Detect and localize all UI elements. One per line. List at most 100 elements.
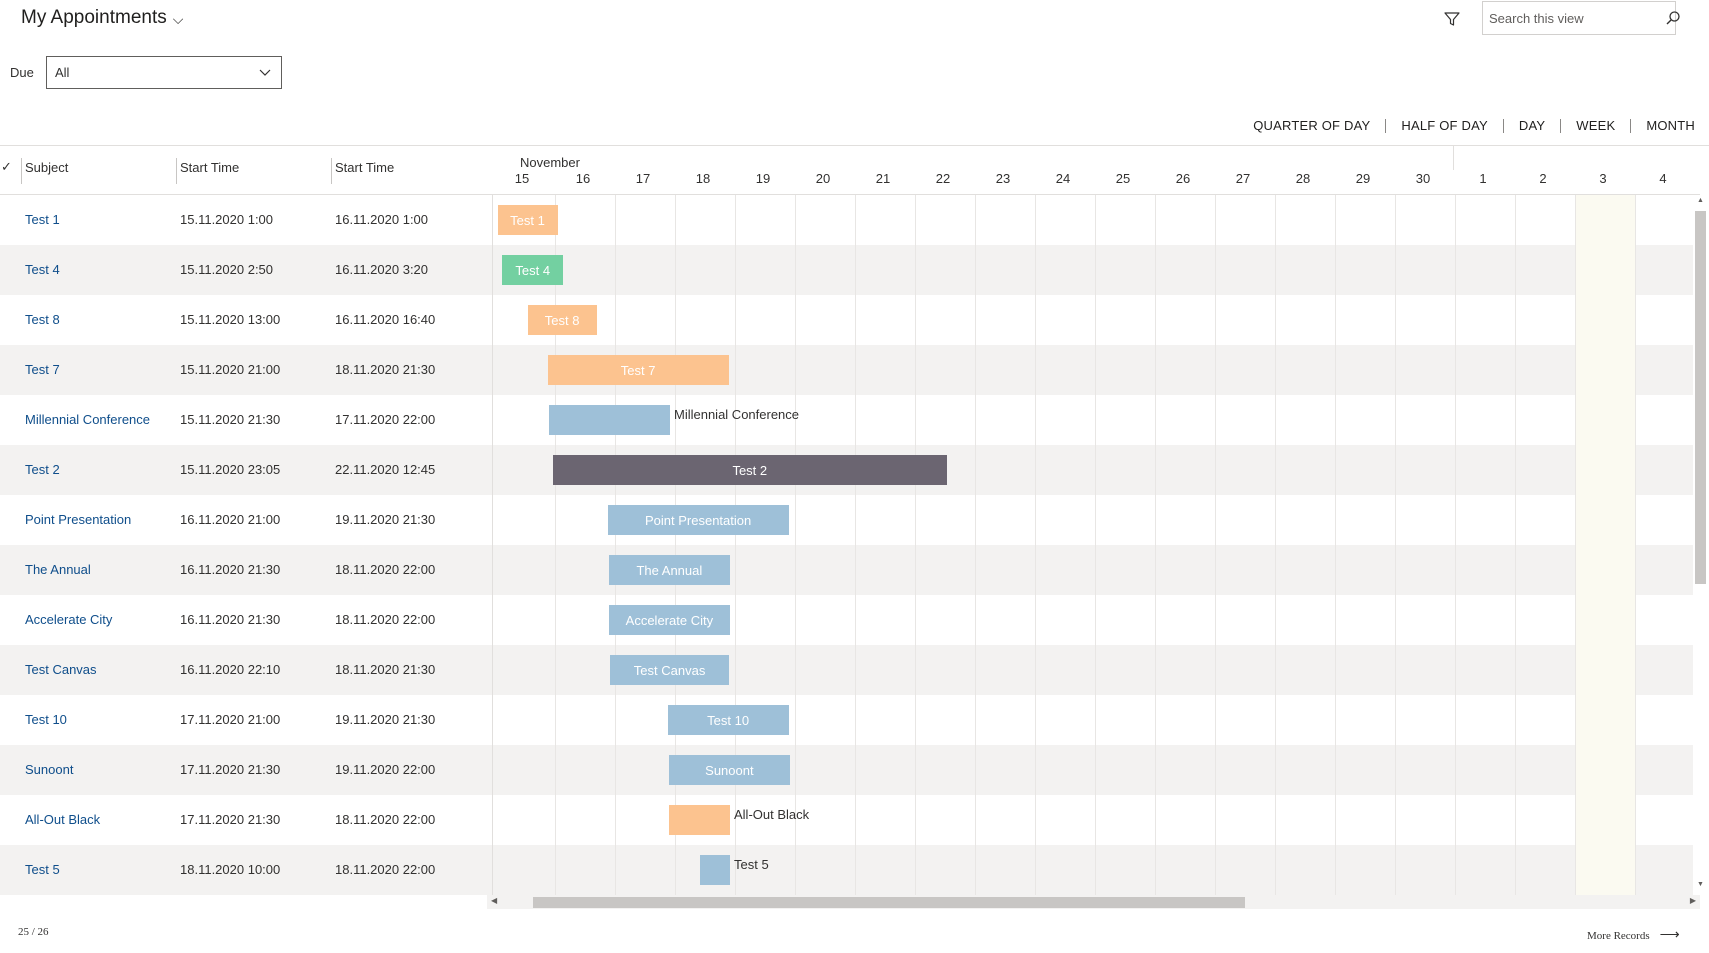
gantt-bar[interactable]: Point Presentation [607,505,789,535]
table-row[interactable]: Test 4 15.11.2020 2:50 16.11.2020 3:20 [0,245,1693,295]
gantt-bar-label: All-Out Black [734,807,810,822]
subject-link[interactable]: Test 10 [25,712,67,727]
timeline-day-label: 19 [755,171,771,186]
subject-link[interactable]: Test 5 [25,862,60,877]
day-gridline [1275,195,1276,895]
scroll-left-icon[interactable]: ◀ [491,896,498,905]
table-row[interactable]: Test 1 15.11.2020 1:00 16.11.2020 1:00 [0,195,1693,245]
table-row[interactable]: Point Presentation 16.11.2020 21:00 19.11.… [0,495,1693,545]
timeline-month-label: November [520,155,580,170]
chevron-down-icon: ⌵ [172,10,184,27]
start-time-cell: 15.11.2020 13:00 [180,312,281,327]
column-divider [331,158,332,184]
filter-icon[interactable] [1443,10,1461,28]
timeline-day-label: 22 [935,171,951,186]
header-bottom-divider [0,194,1700,195]
column-header-subject[interactable]: Subject [25,160,69,175]
gantt-bar[interactable]: Test Canvas [610,655,729,685]
day-gridline [915,195,916,895]
table-row[interactable]: Accelerate City 16.11.2020 21:30 18.11.202… [0,595,1693,645]
start-time-cell: 16.11.2020 21:30 [180,562,281,577]
timeline-day-label: 16 [575,171,591,186]
gantt-bar[interactable] [548,405,670,435]
end-time-cell: 16.11.2020 16:40 [335,312,436,327]
day-gridline [1335,195,1336,895]
subject-link[interactable]: Test 1 [25,212,60,227]
grid-gantt-divider [492,195,493,895]
subject-link[interactable]: Accelerate City [25,612,113,627]
table-row[interactable]: Test 8 15.11.2020 13:00 16.11.2020 16:40 [0,295,1693,345]
subject-link[interactable]: Sunoont [25,762,74,777]
gantt-bar[interactable] [668,805,730,835]
due-filter-label: Due [10,65,34,80]
gantt-bar[interactable]: The Annual [608,555,730,585]
scale-week[interactable]: WEEK [1576,118,1616,133]
subject-link[interactable]: Point Presentation [25,512,132,527]
scroll-down-icon[interactable]: ▼ [1697,881,1704,888]
vertical-scrollbar[interactable]: ▲ ▼ [1693,195,1709,895]
table-row[interactable]: Millennial Conference 15.11.2020 21:30 17.… [0,395,1693,445]
subject-link[interactable]: Test 4 [25,262,60,277]
horizontal-scroll-thumb[interactable] [533,897,1245,908]
column-header-start-time[interactable]: Start Time [180,160,240,175]
start-time-cell: 15.11.2020 1:00 [180,212,274,227]
scroll-right-icon[interactable]: ▶ [1689,896,1696,905]
subject-link[interactable]: The Annual [25,562,91,577]
subject-link[interactable]: Test 2 [25,462,60,477]
gantt-bar[interactable]: Test 4 [502,255,564,285]
subject-link[interactable]: Test 8 [25,312,60,327]
gantt-chart: Test 1 Test 4 Test 8 Test 7 Millennial Confe… [493,195,1693,895]
start-time-cell: 16.11.2020 21:30 [180,612,281,627]
scroll-up-icon[interactable]: ▲ [1697,197,1704,204]
table-row[interactable]: Sunoont 17.11.2020 21:30 19.11.2020 22:00 [0,745,1693,795]
table-row[interactable]: Test 7 15.11.2020 21:00 18.11.2020 21:30 [0,345,1693,395]
gantt-bar[interactable]: Test 7 [547,355,729,385]
search-input[interactable] [1483,2,1665,34]
timeline-day-label: 2 [1539,171,1547,186]
view-selector[interactable]: My Appointments ⌵ [21,7,183,29]
timeline-day-label: 23 [995,171,1011,186]
scale-day[interactable]: DAY [1518,118,1546,133]
column-header-end-time[interactable]: Start Time [335,160,395,175]
gantt-bar[interactable]: Accelerate City [608,605,730,635]
scale-month[interactable]: MONTH [1646,118,1695,133]
vertical-scroll-thumb[interactable] [1695,211,1706,584]
start-time-cell: 15.11.2020 21:00 [180,362,281,377]
chevron-down-icon [259,69,271,76]
start-time-cell: 16.11.2020 22:10 [180,662,281,677]
table-row[interactable]: All-Out Black 17.11.2020 21:30 18.11.2020 … [0,795,1693,845]
table-row[interactable]: Test 10 17.11.2020 21:00 19.11.2020 21:30 [0,695,1693,745]
more-records-label: More Records [1587,929,1650,942]
table-row[interactable]: Test 5 18.11.2020 10:00 18.11.2020 22:00 [0,845,1693,895]
header-divider [0,145,1709,146]
timeline-day-label: 25 [1115,171,1131,186]
gantt-bar[interactable]: Test 10 [667,705,789,735]
gantt-bar[interactable] [700,855,730,885]
horizontal-scrollbar[interactable]: ◀ ▶ [487,895,1700,909]
select-all-checkbox[interactable]: ✓ [1,159,12,174]
subject-link[interactable]: All-Out Black [25,812,101,827]
more-records-link[interactable]: More Records ⟶ [1587,927,1680,944]
start-time-cell: 15.11.2020 21:30 [180,412,281,427]
scale-half-of-day[interactable]: HALF OF DAY [1401,118,1488,133]
subject-link[interactable]: Test 7 [25,362,60,377]
timeline-day-label: 30 [1415,171,1431,186]
table-row[interactable]: The Annual 16.11.2020 21:30 18.11.2020 22:… [0,545,1693,595]
gantt-bar[interactable]: Test 1 [497,205,558,235]
end-time-cell: 16.11.2020 3:20 [335,262,429,277]
gantt-bar[interactable]: Test 8 [527,305,597,335]
gantt-bar[interactable]: Sunoont [668,755,790,785]
search-icon[interactable] [1665,2,1681,34]
subject-link[interactable]: Millennial Conference [25,412,151,427]
day-gridline [795,195,796,895]
due-filter-select[interactable]: All [46,56,282,89]
subject-link[interactable]: Test Canvas [25,662,97,677]
timeline-day-label: 18 [695,171,711,186]
gantt-bar[interactable]: Test 2 [552,455,947,485]
start-time-cell: 16.11.2020 21:00 [180,512,281,527]
scale-quarter-of-day[interactable]: QUARTER OF DAY [1253,118,1371,133]
table-row[interactable]: Test Canvas 16.11.2020 22:10 18.11.2020 21… [0,645,1693,695]
timeline-day-label: 21 [875,171,891,186]
scale-divider [1630,118,1632,133]
day-gridline [1215,195,1216,895]
